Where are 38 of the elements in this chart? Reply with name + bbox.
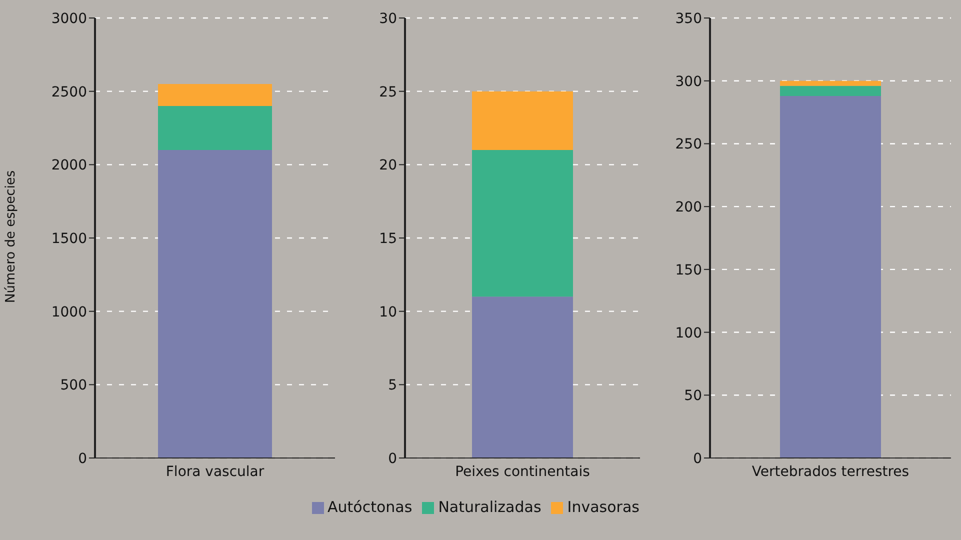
bar [780, 86, 881, 96]
legend-label: Invasoras [567, 498, 640, 516]
y-tick-label: 150 [675, 262, 702, 278]
y-tick-label: 200 [675, 200, 702, 216]
bar [158, 106, 272, 150]
x-tick-label: Vertebrados terrestres [752, 464, 910, 480]
bar [472, 91, 573, 150]
y-tick-label: 5 [388, 378, 397, 394]
y-tick-label: 250 [675, 136, 702, 153]
y-tick-label: 500 [60, 378, 87, 394]
x-tick-label: Flora vascular [166, 464, 264, 480]
y-tick-label: 0 [693, 450, 702, 467]
bar [780, 96, 881, 458]
bar [780, 80, 881, 86]
legend-label: Autóctonas [328, 498, 412, 516]
bar [158, 84, 272, 106]
y-tick-label: 100 [675, 325, 702, 342]
y-tick-label: 2000 [51, 158, 87, 174]
legend-label: Naturalizadas [438, 498, 542, 516]
bar [472, 296, 573, 458]
y-tick-label: 20 [379, 158, 397, 174]
x-tick-label: Peixes continentais [455, 464, 590, 480]
y-tick-label: 30 [379, 10, 397, 27]
y-tick-label: 300 [675, 74, 702, 90]
y-tick-label: 10 [379, 304, 397, 320]
y-tick-label: 1500 [51, 230, 87, 247]
y-tick-label: 3000 [51, 10, 87, 27]
y-tick-label: 25 [379, 84, 397, 100]
y-tick-label: 0 [388, 450, 397, 467]
y-axis-title: Número de especies [4, 170, 19, 303]
y-tick-label: 15 [379, 230, 397, 247]
bar [158, 150, 272, 458]
y-tick-label: 0 [78, 450, 87, 467]
y-tick-label: 1000 [51, 304, 87, 320]
bar [472, 150, 573, 297]
y-tick-label: 50 [684, 388, 702, 404]
y-tick-label: 350 [675, 10, 702, 27]
y-tick-label: 2500 [51, 84, 87, 100]
